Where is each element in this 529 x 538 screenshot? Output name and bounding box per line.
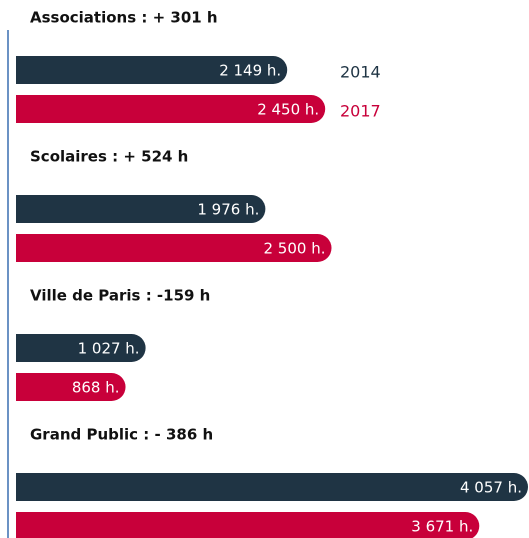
value-label: 1 027 h.	[78, 340, 140, 358]
bar	[16, 95, 326, 123]
value-label: 2 450 h.	[257, 101, 319, 119]
value-label: 868 h.	[72, 379, 120, 397]
bar	[16, 195, 266, 223]
group-title: Grand Public : - 386 h	[30, 426, 213, 444]
value-label: 2 149 h.	[219, 62, 281, 80]
bar	[16, 373, 126, 402]
legend-label: 2014	[340, 63, 381, 82]
bar	[16, 234, 332, 262]
bar	[16, 512, 480, 538]
bar	[16, 56, 288, 84]
group-title: Scolaires : + 524 h	[30, 148, 188, 166]
legend-label: 2017	[340, 102, 381, 121]
bar	[16, 473, 528, 501]
value-label: 4 057 h.	[460, 479, 522, 497]
group-title: Ville de Paris : -159 h	[30, 287, 210, 305]
value-label: 3 671 h.	[411, 518, 473, 536]
group-title: Associations : + 301 h	[30, 9, 218, 27]
value-label: 2 500 h.	[264, 240, 326, 258]
value-label: 1 976 h.	[197, 201, 259, 219]
bar	[16, 334, 146, 362]
